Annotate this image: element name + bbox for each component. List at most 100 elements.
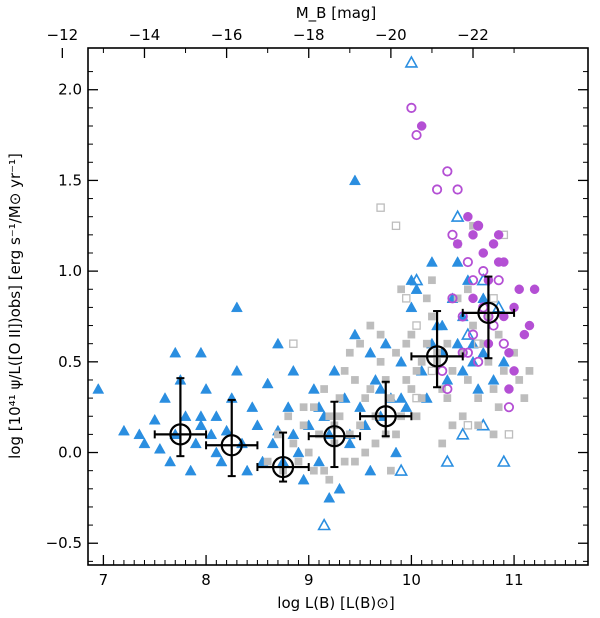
top-tick-label: −20 <box>375 26 407 44</box>
x-tick-label: 10 <box>402 571 421 589</box>
triangle-point <box>349 174 361 186</box>
square-point <box>397 285 405 294</box>
triangle-point <box>179 410 192 421</box>
square-point <box>310 466 318 475</box>
square-point <box>299 421 308 430</box>
open-triangle-point <box>394 463 409 476</box>
filled-circle-point <box>452 239 463 249</box>
open-circle-point <box>462 256 473 268</box>
square-point <box>412 367 421 375</box>
square-point <box>499 367 508 375</box>
binned-mean-point <box>323 425 346 448</box>
filled-circle-point <box>509 366 519 376</box>
square-point <box>263 457 272 466</box>
triangle-point <box>210 446 223 458</box>
triangle-point <box>297 473 310 485</box>
triangle-point <box>467 337 479 349</box>
open-square-point <box>463 421 473 430</box>
square-point <box>402 376 411 384</box>
triangle-point <box>328 364 341 376</box>
open-square-point <box>376 203 385 212</box>
square-point <box>438 439 447 448</box>
filled-circle-point <box>478 248 489 258</box>
square-point <box>345 348 354 357</box>
triangle-point <box>379 337 392 349</box>
triangle-point <box>343 437 356 449</box>
triangle-point <box>169 346 182 358</box>
y-tick-label: 0.5 <box>58 353 82 371</box>
square-point <box>520 394 529 402</box>
open-circle-point <box>447 293 458 304</box>
open-triangle-point <box>455 427 470 440</box>
open-square-point <box>289 339 298 348</box>
square-point <box>335 394 344 402</box>
square-point <box>376 330 385 339</box>
triangle-point <box>272 337 284 349</box>
triangle-point <box>374 383 387 394</box>
y-tick-label: 2.0 <box>58 81 82 99</box>
open-square-point <box>412 393 421 403</box>
binned-mean-point <box>271 455 295 479</box>
filled-circle-point <box>504 384 514 394</box>
square-point <box>356 421 364 430</box>
square-point <box>345 430 354 439</box>
triangle-point <box>426 256 438 267</box>
triangle-point <box>487 373 500 385</box>
square-point <box>474 421 482 430</box>
square-point <box>299 403 308 412</box>
square-point <box>458 412 467 421</box>
triangle-point <box>451 256 464 267</box>
open-triangle-point <box>409 273 424 286</box>
triangle-point <box>405 301 418 313</box>
binned-means-layer <box>153 275 516 483</box>
filled-circle-point <box>514 284 524 295</box>
square-point <box>428 312 436 321</box>
y-tick-label: 0.0 <box>58 444 82 462</box>
square-point <box>351 457 359 466</box>
open-triangle-point <box>450 209 465 222</box>
square-point <box>310 403 318 412</box>
square-point <box>484 357 493 366</box>
square-point <box>469 321 477 330</box>
triangle-point <box>307 383 320 394</box>
y-tick-label: 1.5 <box>58 171 82 189</box>
triangle-point <box>292 446 305 458</box>
open-triangle-point <box>404 55 419 68</box>
y-tick-label: 1.0 <box>58 262 82 280</box>
filled-circle-point <box>488 239 499 249</box>
square-point <box>422 339 431 348</box>
open-circle-point <box>493 275 504 286</box>
triangle-point <box>369 373 382 385</box>
triangle-point <box>261 377 274 389</box>
square-point <box>438 385 447 393</box>
triangle-point <box>153 442 166 454</box>
square-point <box>361 394 370 402</box>
top-tick-label: −18 <box>293 26 325 44</box>
triangle-point <box>441 373 454 385</box>
open-circle-point <box>478 266 489 277</box>
triangle-point <box>92 383 105 394</box>
square-point <box>315 430 323 439</box>
open-circle-point <box>467 329 479 340</box>
triangle-point <box>210 410 223 421</box>
triangle-point <box>410 283 423 294</box>
triangle-point <box>364 464 377 476</box>
top-tick-label: −12 <box>47 26 79 44</box>
square-point <box>489 385 498 393</box>
square-point <box>376 357 385 366</box>
top-tick-label: −22 <box>457 26 489 44</box>
data-points-layer <box>92 55 540 531</box>
triangle-point <box>395 392 408 403</box>
triangle-point <box>230 364 243 376</box>
triangle-point <box>164 455 177 467</box>
open-circle-point <box>442 166 453 177</box>
square-point <box>407 330 416 339</box>
open-circle-point <box>498 338 509 349</box>
triangle-point <box>364 346 377 358</box>
triangle-point <box>133 428 146 440</box>
filled-circle-point <box>468 230 478 240</box>
open-square-point <box>427 366 437 376</box>
tick-labels-layer: 7 8 9 10 11 −0.5 0.0 0.5 1.0 1.5 2.0 −12 −14 −16 −18 −2… <box>46 26 524 589</box>
triangle-point <box>477 346 490 358</box>
